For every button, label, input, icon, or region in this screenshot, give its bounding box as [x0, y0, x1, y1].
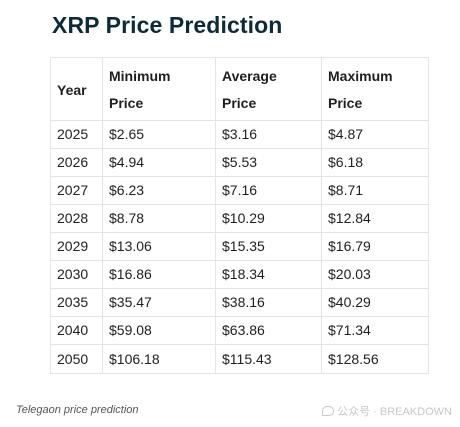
cell-max: $12.84: [321, 204, 429, 233]
cell-max: $6.18: [321, 148, 429, 177]
cell-year: 2040: [50, 316, 103, 345]
cell-year: 2035: [50, 288, 103, 317]
watermark: 公众号 · BREAKDOWN: [322, 403, 452, 419]
cell-avg: $115.43: [215, 344, 322, 374]
cell-avg: $63.86: [215, 316, 322, 345]
cell-year: 2030: [50, 260, 103, 289]
header-maximum-price: Maximum Price: [321, 57, 429, 121]
cell-min: $4.94: [102, 148, 216, 177]
page-title: XRP Price Prediction: [52, 12, 283, 38]
cell-year: 2025: [50, 120, 103, 149]
table-row: 2026 $4.94 $5.53 $6.18: [50, 148, 429, 177]
table-row: 2030 $16.86 $18.34 $20.03: [50, 260, 429, 289]
cell-year: 2029: [50, 232, 103, 261]
cell-min: $106.18: [102, 344, 216, 374]
cell-max: $8.71: [321, 176, 429, 205]
cell-year: 2050: [50, 344, 103, 374]
cell-year: 2026: [50, 148, 103, 177]
cell-min: $2.65: [102, 120, 216, 149]
cell-min: $35.47: [102, 288, 216, 317]
table-row: 2027 $6.23 $7.16 $8.71: [50, 176, 429, 205]
table-row: 2035 $35.47 $38.16 $40.29: [50, 288, 429, 317]
cell-year: 2028: [50, 204, 103, 233]
cell-max: $4.87: [321, 120, 429, 149]
table-header-row: Year Minimum Price Average Price Maximum Pr…: [50, 57, 429, 121]
cell-avg: $5.53: [215, 148, 322, 177]
header-year: Year: [50, 57, 103, 121]
cell-min: $6.23: [102, 176, 216, 205]
watermark-text: 公众号 · BREAKDOWN: [337, 406, 452, 418]
table-row: 2029 $13.06 $15.35 $16.79: [50, 232, 429, 261]
header-minimum-price: Minimum Price: [102, 57, 216, 121]
cell-min: $16.86: [102, 260, 216, 289]
cell-avg: $7.16: [215, 176, 322, 205]
cell-avg: $18.34: [215, 260, 322, 289]
table-row: 2050 $106.18 $115.43 $128.56: [50, 344, 429, 374]
header-average-price: Average Price: [215, 57, 322, 121]
cell-avg: $3.16: [215, 120, 322, 149]
table-row: 2028 $8.78 $10.29 $12.84: [50, 204, 429, 233]
cell-max: $71.34: [321, 316, 429, 345]
chat-bubble-icon: [322, 406, 335, 416]
cell-avg: $38.16: [215, 288, 322, 317]
image-caption: Telegaon price prediction: [16, 404, 139, 416]
table-row: 2025 $2.65 $3.16 $4.87: [50, 120, 429, 149]
cell-avg: $15.35: [215, 232, 322, 261]
cell-max: $40.29: [321, 288, 429, 317]
cell-min: $59.08: [102, 316, 216, 345]
cell-min: $8.78: [102, 204, 216, 233]
cell-avg: $10.29: [215, 204, 322, 233]
cell-max: $20.03: [321, 260, 429, 289]
table-row: 2040 $59.08 $63.86 $71.34: [50, 316, 429, 345]
cell-max: $16.79: [321, 232, 429, 261]
price-prediction-table: Year Minimum Price Average Price Maximum Pr…: [50, 57, 429, 374]
cell-year: 2027: [50, 176, 103, 205]
cell-max: $128.56: [321, 344, 429, 374]
cell-min: $13.06: [102, 232, 216, 261]
